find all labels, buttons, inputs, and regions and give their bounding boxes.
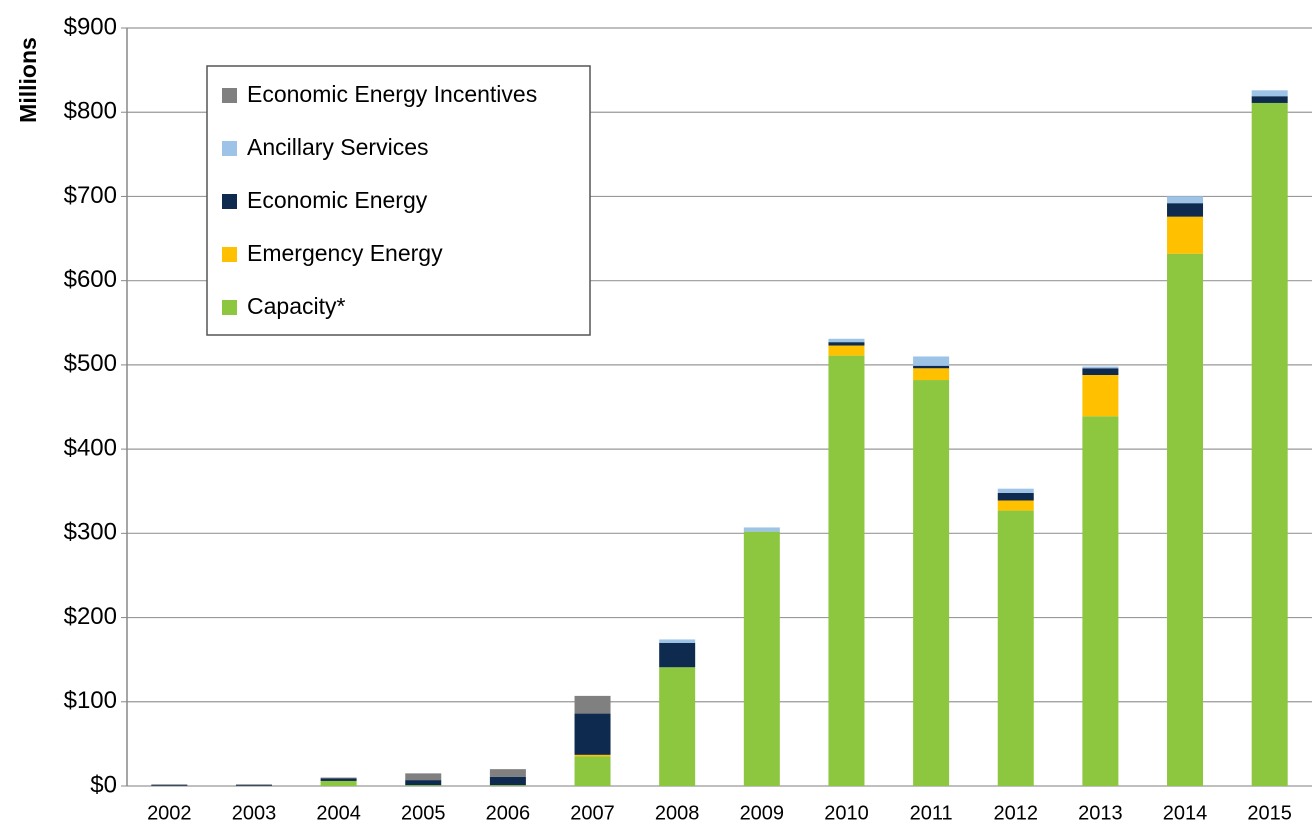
bar-segment bbox=[405, 780, 442, 786]
x-tick-label: 2007 bbox=[570, 802, 615, 824]
bar-segment bbox=[1251, 96, 1288, 103]
bar-segment bbox=[659, 642, 696, 668]
bar-segment bbox=[574, 695, 611, 714]
y-tick-label: $900 bbox=[64, 13, 117, 40]
y-tick-label: $600 bbox=[64, 266, 117, 293]
x-tick-label: 2013 bbox=[1078, 802, 1123, 824]
y-axis-label: Millions bbox=[15, 37, 41, 123]
bar-segment bbox=[828, 338, 865, 343]
legend-swatch bbox=[222, 300, 237, 315]
bar-segment bbox=[320, 780, 357, 786]
bar-segment bbox=[828, 355, 865, 786]
bar-segment bbox=[489, 769, 526, 777]
legend-label: Emergency Energy bbox=[247, 240, 443, 266]
bar-segment bbox=[1082, 416, 1119, 786]
legend-swatch bbox=[222, 141, 237, 156]
bar-segment bbox=[913, 365, 950, 369]
legend-label: Ancillary Services bbox=[247, 134, 429, 160]
bar-segment bbox=[1251, 102, 1288, 787]
bar-segment bbox=[1082, 368, 1119, 375]
y-tick-label: $800 bbox=[64, 98, 117, 125]
bar-segment bbox=[1082, 374, 1119, 417]
bar-segment bbox=[913, 368, 950, 381]
bar-segment bbox=[574, 756, 611, 786]
bar-segment bbox=[743, 527, 780, 532]
bar-segment bbox=[913, 380, 950, 786]
bar-segment bbox=[1167, 203, 1204, 217]
bar-segment bbox=[828, 345, 865, 356]
legend-swatch bbox=[222, 194, 237, 209]
bar-segment bbox=[1167, 196, 1204, 204]
bar-segment bbox=[997, 488, 1034, 493]
y-tick-label: $200 bbox=[64, 603, 117, 630]
x-tick-label: 2006 bbox=[486, 802, 531, 824]
legend-swatch bbox=[222, 247, 237, 262]
bar-segment bbox=[1251, 90, 1288, 97]
y-tick-label: $700 bbox=[64, 182, 117, 209]
bar-segment bbox=[405, 773, 442, 781]
x-tick-label: 2012 bbox=[994, 802, 1039, 824]
x-tick-label: 2003 bbox=[232, 802, 277, 824]
x-tick-label: 2011 bbox=[910, 802, 953, 824]
bar-segment bbox=[997, 510, 1034, 786]
bar-segment bbox=[320, 777, 357, 779]
x-tick-label: 2004 bbox=[316, 802, 361, 824]
bar-segment bbox=[913, 356, 950, 366]
x-tick-label: 2014 bbox=[1163, 802, 1208, 824]
legend-label: Capacity* bbox=[247, 293, 345, 319]
bar-segment bbox=[828, 342, 865, 346]
x-tick-label: 2010 bbox=[824, 802, 869, 824]
x-tick-label: 2009 bbox=[740, 802, 785, 824]
x-tick-label: 2008 bbox=[655, 802, 700, 824]
bar-segment bbox=[235, 784, 272, 786]
legend-label: Economic Energy bbox=[247, 187, 428, 213]
x-tick-label: 2002 bbox=[147, 802, 192, 824]
y-tick-label: $400 bbox=[64, 434, 117, 461]
bar-segment bbox=[1167, 216, 1204, 254]
x-tick-label: 2015 bbox=[1247, 802, 1292, 824]
bar-segment bbox=[489, 785, 526, 786]
bar-segment bbox=[743, 531, 780, 786]
legend-swatch bbox=[222, 88, 237, 103]
bar-segment bbox=[659, 639, 696, 643]
y-tick-label: $500 bbox=[64, 350, 117, 377]
bar-segment bbox=[574, 754, 611, 757]
bar-segment bbox=[574, 713, 611, 755]
bar-segment bbox=[320, 778, 357, 781]
y-tick-label: $100 bbox=[64, 687, 117, 714]
bar-segment bbox=[151, 785, 188, 786]
bar-segment bbox=[659, 667, 696, 786]
bar-segment bbox=[1167, 253, 1204, 786]
y-tick-label: $0 bbox=[90, 771, 117, 798]
y-tick-label: $300 bbox=[64, 519, 117, 546]
legend-box bbox=[206, 65, 591, 336]
bar-segment bbox=[405, 785, 442, 786]
bar-segment bbox=[151, 784, 188, 786]
legend-label: Economic Energy Incentives bbox=[247, 81, 537, 107]
bar-segment bbox=[997, 500, 1034, 511]
bar-segment bbox=[1082, 366, 1119, 369]
x-tick-label: 2005 bbox=[401, 802, 446, 824]
bar-segment bbox=[235, 785, 272, 786]
bar-segment bbox=[997, 492, 1034, 501]
bar-segment bbox=[489, 776, 526, 786]
